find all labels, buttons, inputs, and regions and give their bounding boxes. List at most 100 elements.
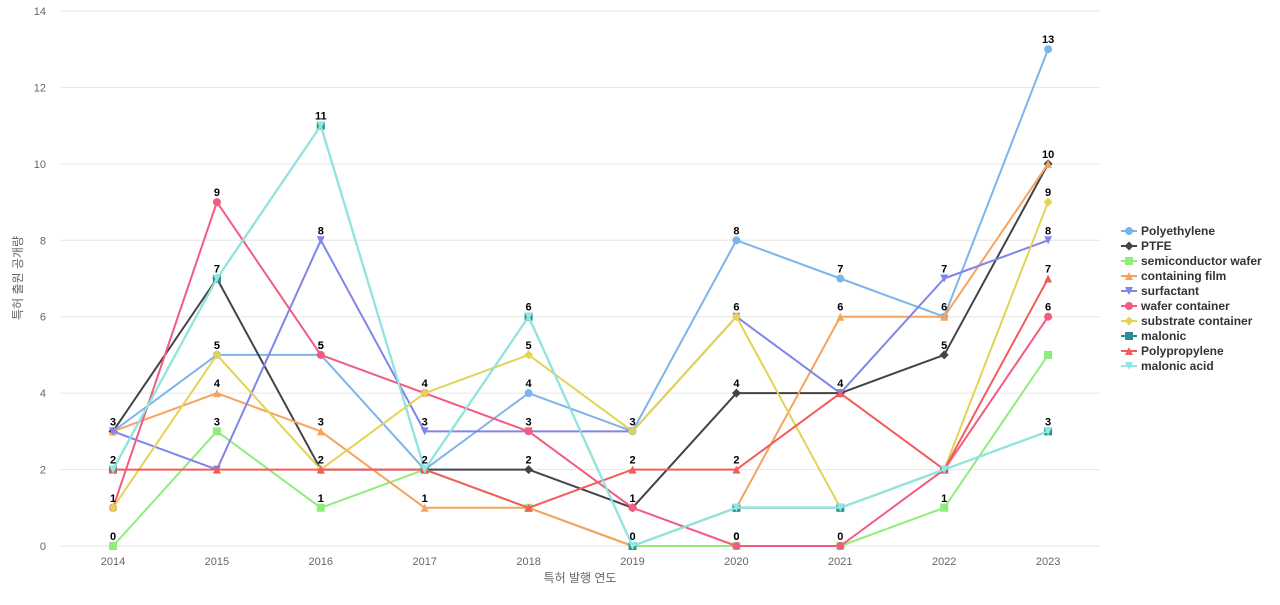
- data-point: [316, 465, 325, 474]
- data-label: 7: [1045, 264, 1051, 276]
- series-line: [112, 163, 1049, 509]
- data-label: 3: [214, 416, 220, 428]
- legend-label: substrate container: [1141, 314, 1253, 328]
- data-point: [836, 503, 845, 512]
- data-point: [109, 542, 117, 550]
- x-tick-label: 2017: [412, 556, 436, 568]
- data-label: 0: [110, 531, 116, 543]
- data-point: [212, 198, 221, 207]
- series-line: [112, 201, 1049, 547]
- legend-item[interactable]: PTFE: [1121, 239, 1172, 253]
- x-tick-label: 2016: [309, 556, 333, 568]
- legend-item[interactable]: malonic: [1121, 329, 1187, 343]
- data-label: 5: [526, 340, 532, 352]
- x-axis: 2014 2015 2016 2017 2018 2019 2020 2021 2022 2023: [101, 556, 1061, 568]
- x-tick-label: 2015: [205, 556, 229, 568]
- data-label: 3: [629, 416, 635, 428]
- legend-item[interactable]: Polypropylene: [1121, 344, 1224, 358]
- series-group: [108, 45, 1053, 550]
- series-polyethylene: [109, 45, 1053, 474]
- data-point: [1124, 316, 1134, 326]
- legend-label: wafer container: [1140, 299, 1230, 313]
- data-point: [731, 388, 741, 398]
- y-tick-label: 0: [40, 541, 46, 553]
- y-tick-label: 4: [40, 388, 46, 400]
- data-point: [940, 274, 949, 283]
- data-point: [108, 503, 118, 513]
- data-point: [316, 503, 325, 512]
- series-semiconductor-wafer: [109, 350, 1053, 550]
- series-line: [112, 124, 1049, 547]
- data-point: [1125, 257, 1133, 265]
- data-point: [1125, 227, 1133, 235]
- data-label: 13: [1042, 34, 1054, 46]
- x-tick-label: 2023: [1036, 556, 1060, 568]
- legend-item[interactable]: surfactant: [1121, 284, 1199, 298]
- x-tick-label: 2021: [828, 556, 852, 568]
- legend-item[interactable]: semiconductor wafer: [1121, 254, 1262, 268]
- data-label: 8: [733, 225, 739, 237]
- data-label: 2: [422, 455, 428, 467]
- legend-item[interactable]: malonic acid: [1121, 359, 1214, 373]
- data-point: [212, 427, 221, 436]
- data-label: 6: [733, 302, 739, 314]
- legend-item[interactable]: wafer container: [1121, 299, 1230, 313]
- data-label: 4: [214, 378, 221, 390]
- data-label: 2: [629, 455, 635, 467]
- data-point: [1044, 45, 1053, 54]
- data-label: 6: [1045, 302, 1051, 314]
- data-label: 1: [941, 493, 947, 505]
- data-point: [316, 236, 325, 245]
- data-label: 0: [733, 531, 739, 543]
- legend-label: malonic: [1141, 329, 1187, 343]
- data-point: [836, 274, 845, 283]
- y-tick-label: 10: [34, 159, 46, 171]
- data-label: 1: [422, 493, 428, 505]
- data-label: 1: [629, 493, 635, 505]
- legend-item[interactable]: containing film: [1121, 269, 1226, 283]
- legend-label: malonic acid: [1141, 359, 1214, 373]
- data-label: 2: [733, 455, 739, 467]
- y-axis-title: 특허 출원 공개량: [11, 236, 25, 320]
- data-point: [420, 427, 429, 436]
- series-malonic: [109, 121, 1053, 550]
- x-tick-label: 2014: [101, 556, 125, 568]
- data-label: 5: [214, 340, 220, 352]
- data-label: 7: [214, 264, 220, 276]
- y-tick-label: 6: [40, 312, 46, 324]
- data-label: 8: [318, 225, 324, 237]
- x-tick-label: 2022: [932, 556, 956, 568]
- legend-label: containing film: [1141, 269, 1226, 283]
- data-label: 6: [941, 302, 947, 314]
- data-label: 10: [1042, 149, 1054, 161]
- data-point: [316, 427, 325, 436]
- data-label: 7: [941, 264, 947, 276]
- data-point: [316, 350, 325, 359]
- data-label: 2: [318, 455, 324, 467]
- y-tick-label: 2: [40, 465, 46, 477]
- data-point: [109, 465, 117, 474]
- data-point: [732, 465, 741, 474]
- data-point: [1044, 236, 1053, 245]
- data-point: [109, 427, 117, 436]
- data-point: [732, 236, 741, 245]
- data-point: [316, 121, 325, 130]
- data-label: 5: [318, 340, 324, 352]
- data-point: [420, 465, 429, 474]
- legend-item[interactable]: substrate container: [1121, 314, 1253, 328]
- data-label: 0: [733, 531, 739, 543]
- series-line: [112, 354, 1049, 547]
- data-point: [1125, 332, 1133, 340]
- data-label: 9: [1045, 187, 1051, 199]
- legend-item[interactable]: Polyethylene: [1121, 224, 1215, 238]
- data-point: [1125, 287, 1133, 295]
- y-tick-label: 14: [34, 6, 46, 18]
- data-point: [524, 389, 533, 398]
- y-axis: 0 2 4 6 8 10 12 14: [34, 6, 46, 553]
- data-point: [628, 503, 637, 512]
- data-point: [420, 503, 429, 512]
- series-malonic-acid: [109, 121, 1053, 550]
- x-axis-title: 특허 발행 연도: [544, 570, 617, 585]
